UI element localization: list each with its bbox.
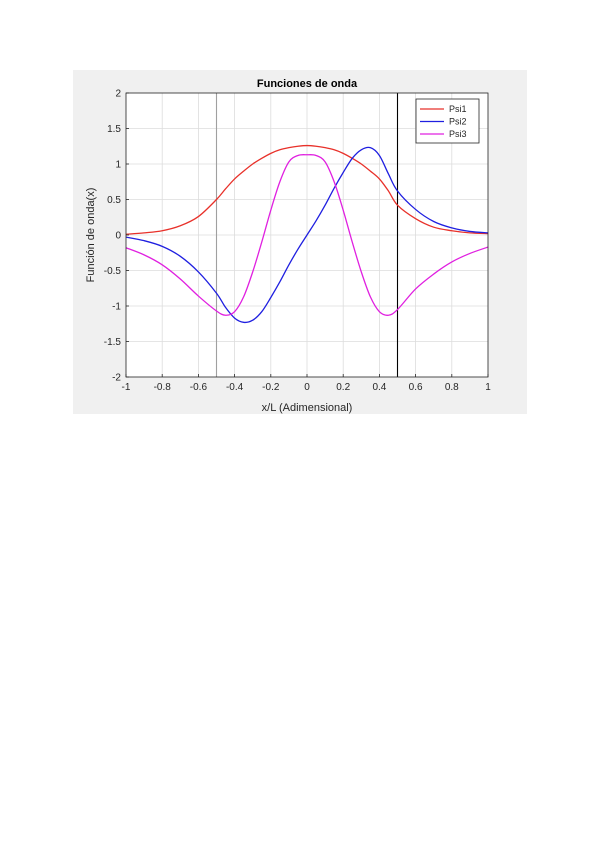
x-axis-label: x/L (Adimensional) [262, 402, 353, 414]
x-tick-label: -0.6 [190, 382, 208, 393]
y-tick-label: 1 [115, 160, 121, 171]
y-tick-label: -0.5 [104, 266, 122, 277]
x-tick-label: 0 [304, 382, 310, 393]
series-line-psi2 [125, 146, 489, 324]
x-tick-label: 1 [485, 382, 491, 393]
y-tick-label: -2 [112, 373, 121, 384]
figure-panel: -1 -0.8 -0.6 -0.4 -0.2 0 0.2 0.4 0.6 0.8 1 2 1.5 1 0.5… [73, 70, 527, 414]
series-line-psi1 [125, 144, 489, 235]
legend-label-psi1: Psi1 [449, 104, 467, 114]
reference-lines [215, 93, 399, 377]
legend-label-psi2: Psi2 [449, 117, 467, 127]
x-tick-label: -0.4 [226, 382, 244, 393]
y-tick-label: 0.5 [107, 195, 121, 206]
x-tick-label: -0.8 [154, 382, 172, 393]
x-tick-label: 0.2 [336, 382, 350, 393]
y-tick-label: 2 [115, 89, 121, 100]
x-tick-label: -0.2 [262, 382, 280, 393]
chart-title: Funciones de onda [257, 78, 358, 90]
y-tick-label: -1.5 [104, 337, 122, 348]
legend-label-psi3: Psi3 [449, 129, 467, 139]
y-tick-label: -1 [112, 302, 121, 313]
x-tick-label: -1 [122, 382, 131, 393]
x-tick-label: 0.4 [372, 382, 386, 393]
x-tick-label: 0.8 [445, 382, 459, 393]
series-group [125, 144, 489, 324]
ticks: -1 -0.8 -0.6 -0.4 -0.2 0 0.2 0.4 0.6 0.8 1 2 1.5 1 0.5… [104, 89, 491, 394]
chart: -1 -0.8 -0.6 -0.4 -0.2 0 0.2 0.4 0.6 0.8 1 2 1.5 1 0.5… [85, 78, 491, 414]
x-tick-label: 0.6 [409, 382, 423, 393]
legend: Psi1 Psi2 Psi3 [415, 98, 480, 144]
series-line-psi3 [125, 154, 489, 316]
y-tick-label: 1.5 [107, 124, 121, 135]
y-axis-label: Función de onda(x) [85, 188, 97, 283]
y-tick-label: 0 [115, 231, 121, 242]
